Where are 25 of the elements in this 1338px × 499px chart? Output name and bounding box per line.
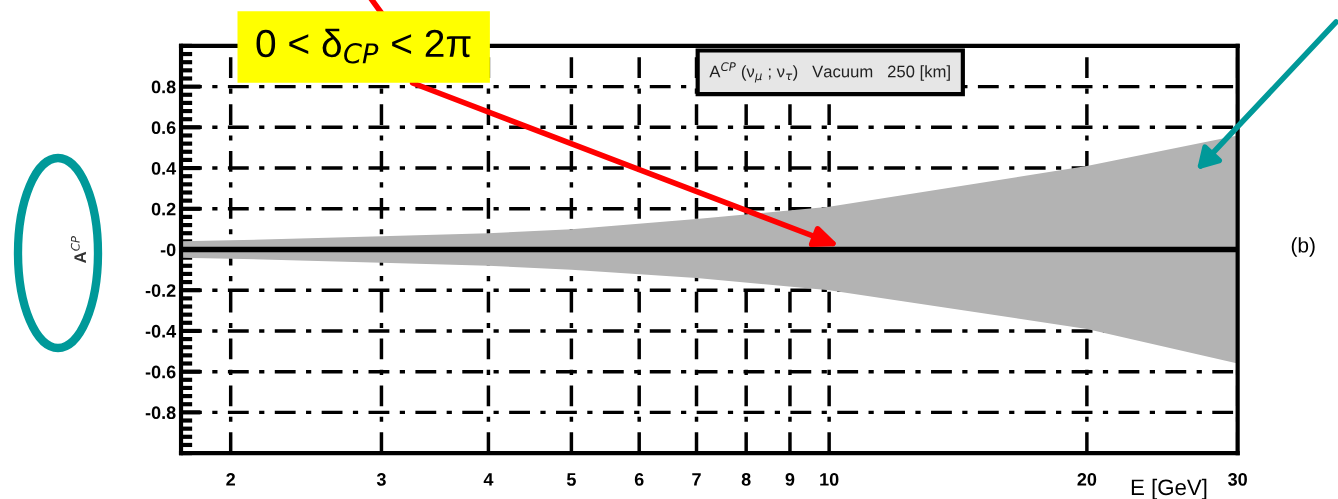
y-tick-label: -0.2 [145, 284, 176, 297]
x-tick-label: 6 [634, 473, 644, 486]
x-tick-label: 9 [785, 473, 795, 486]
y-tick-label: -0 [160, 243, 176, 257]
y-tick-label: -0.8 [145, 406, 176, 420]
x-tick-label: 10 [820, 473, 839, 486]
y-tick-label: -0.6 [145, 365, 176, 379]
x-tick-label: 8 [741, 473, 751, 486]
x-tick-label: 4 [483, 473, 494, 486]
x-tick-label: 30 [1228, 473, 1247, 486]
x-axis-title: E [GeV] [1131, 478, 1207, 499]
x-tick-label: 20 [1077, 473, 1097, 486]
x-tick-label: 5 [566, 473, 576, 486]
y-tick-label: 0.8 [151, 80, 176, 94]
annotation: 0 < δ$_{CP}$ < 2π [256, 28, 471, 64]
y-tick-label: 0.4 [151, 162, 177, 175]
x-tick-label: 3 [376, 473, 386, 486]
y-tick-label: 0.2 [151, 202, 176, 216]
y-axis-title: A$^{CP}$ [70, 236, 86, 263]
y-tick-label: -0.4 [145, 324, 177, 338]
x-tick-label: 2 [226, 473, 235, 486]
text: A$^{CP}$ (ν$_{μ}$ ; ν$_{τ}$) Vacuum 250 [km] [709, 62, 950, 83]
text: (b) [1291, 237, 1315, 257]
x-tick-label: 7 [692, 473, 701, 486]
y-tick-label: 0.6 [151, 121, 176, 135]
